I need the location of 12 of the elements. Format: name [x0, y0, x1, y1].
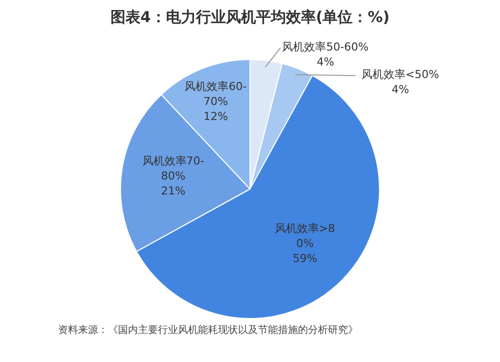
text: 资料来源：《国内主要行业风机能耗现状以及节能措施的分析研究》 — [57, 324, 359, 337]
data-label: 4% — [392, 82, 410, 96]
slice-label: 风机效率60-70% — [184, 80, 247, 108]
slice-label: 风机效率50-60% — [282, 40, 369, 54]
chart-title: 图表4：电力行业风机平均效率(单位：%) — [109, 8, 391, 27]
data-label: 59% — [292, 252, 318, 265]
data-label: 4% — [316, 55, 334, 68]
data-label: 12% — [203, 110, 228, 124]
slice-label: 风机效率>80% — [274, 222, 336, 250]
data-label: 21% — [161, 184, 186, 198]
slice-label: 风机效率<50% — [361, 68, 440, 81]
slice-label: 风机效率70-80% — [142, 154, 204, 183]
